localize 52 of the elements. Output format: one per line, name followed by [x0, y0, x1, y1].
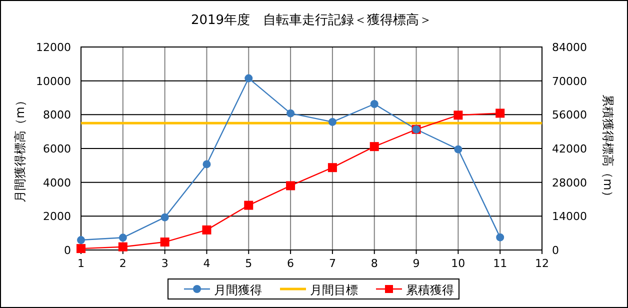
x-tick-label: 10: [451, 257, 466, 270]
point: [454, 110, 463, 120]
point: [370, 100, 378, 108]
y2-tick-label: 42000: [552, 142, 587, 156]
point: [328, 163, 337, 172]
y-tick-label: 10000: [36, 74, 71, 88]
y2-tick-label: 0: [552, 244, 559, 257]
y2-tick-label: 14000: [552, 210, 587, 224]
point: [202, 225, 212, 234]
x-tick-label: 5: [245, 257, 252, 270]
legend-label: 月間獲得: [214, 283, 262, 297]
point: [118, 242, 128, 252]
y2-tick-label: 28000: [552, 176, 587, 190]
y-tick-label: 12000: [36, 41, 71, 54]
point: [496, 108, 505, 118]
point: [370, 142, 379, 152]
point: [244, 74, 253, 82]
x-tick-label: 7: [328, 257, 336, 270]
x-tick-label: 3: [161, 257, 168, 270]
y-tick-label: 4000: [43, 176, 71, 190]
point: [77, 236, 85, 244]
point: [118, 234, 127, 242]
x-tick-label: 8: [370, 257, 378, 270]
y-tick-label: 8000: [43, 108, 71, 122]
x-tick-label: 6: [287, 257, 294, 270]
y2-tick-label: 70000: [552, 74, 587, 88]
point: [202, 160, 211, 168]
y-axis-title: 月間獲得標高（m）: [13, 94, 27, 202]
y-tick-label: 2000: [43, 210, 71, 224]
point: [496, 233, 504, 242]
point: [286, 181, 296, 190]
y2-tick-label: 56000: [552, 108, 587, 122]
point: [328, 118, 336, 126]
chart-title: 2019年度 自転車走行記録＜獲得標高＞: [190, 12, 432, 28]
y-tick-label: 6000: [43, 142, 71, 156]
point: [454, 145, 462, 154]
x-tick-label: 9: [412, 257, 420, 270]
y2-axis-title: 累積獲得標高（m）: [601, 94, 615, 202]
x-tick-label: 11: [493, 257, 508, 270]
legend-label: 累積獲得: [406, 283, 454, 297]
point: [286, 109, 295, 118]
x-tick-label: 1: [78, 257, 84, 270]
legend-label: 月間目標: [310, 283, 358, 297]
point: [160, 238, 170, 247]
point: [76, 244, 86, 254]
point: [244, 200, 254, 210]
x-tick-label: 4: [203, 257, 210, 270]
x-tick-label: 12: [535, 257, 549, 270]
y2-tick-label: 84000: [552, 41, 587, 54]
point: [160, 213, 169, 222]
x-tick-label: 2: [119, 257, 126, 270]
y-tick-label: 0: [64, 244, 71, 257]
